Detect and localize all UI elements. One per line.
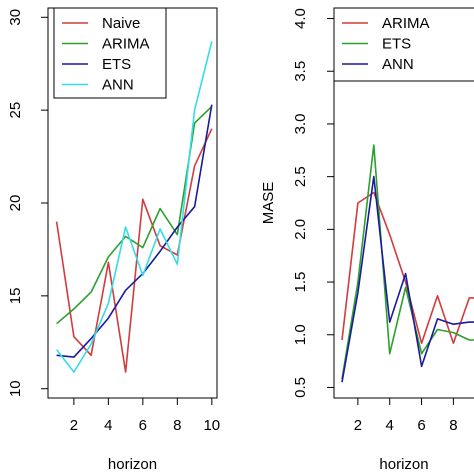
y-tick-label: 25 — [7, 102, 24, 119]
x-tick-label: 4 — [386, 417, 394, 434]
y-tick-label: 20 — [7, 195, 24, 212]
x-tick-label: 2 — [70, 417, 78, 434]
legend-label: ETS — [382, 36, 411, 53]
x-tick-label: 10 — [203, 417, 220, 434]
y-tick-label: 2.5 — [292, 166, 309, 187]
series-line-ann — [55, 41, 213, 373]
y-tick-label: 0.5 — [292, 377, 309, 398]
x-axis-label: horizon — [379, 456, 428, 473]
right-chart-panel: 2 4 6 8 0.5 1.0 1.5 2.0 2.5 3.0 3.5 4.0 horizon MASE A… — [260, 7, 474, 473]
y-axis-label: MASE — [260, 182, 277, 225]
legend: Naive ARIMA ETS ANN — [53, 7, 167, 99]
series-group — [341, 144, 474, 383]
x-tick-label: 2 — [354, 417, 362, 434]
y-tick-label: 10 — [7, 380, 24, 397]
y-tick-label: 3.0 — [292, 114, 309, 135]
x-tick-label: 8 — [173, 417, 181, 434]
legend-label: ANN — [102, 77, 134, 94]
legend-label: ARIMA — [382, 15, 430, 32]
y-tick-label: 3.5 — [292, 61, 309, 82]
legend-label: ARIMA — [102, 36, 150, 53]
y-tick-label: 4.0 — [292, 8, 309, 29]
legend-label: ETS — [102, 56, 131, 73]
series-line-naive — [55, 128, 213, 373]
y-tick-label: 15 — [7, 288, 24, 305]
y-tick-label: 30 — [7, 9, 24, 26]
y-tick-label: 1.5 — [292, 272, 309, 293]
x-tick-label: 4 — [104, 417, 112, 434]
series-line-ann — [341, 175, 474, 383]
series-line-arima — [341, 191, 474, 345]
y-tick-label: 1.0 — [292, 324, 309, 345]
legend-box — [333, 7, 474, 82]
series-line-ets — [56, 104, 213, 358]
series-line-arima — [56, 105, 213, 325]
legend-label: Naive — [102, 15, 140, 32]
x-tick-label: 6 — [417, 417, 425, 434]
x-axis-label: horizon — [108, 456, 157, 473]
series-group — [55, 41, 213, 373]
x-tick-label: 8 — [449, 417, 457, 434]
legend: ARIMA ETS ANN — [333, 7, 474, 82]
x-tick-label: 6 — [139, 417, 147, 434]
legend-label: ANN — [382, 56, 414, 73]
left-chart-panel: 2 4 6 8 10 10 15 20 25 30 horizon Naive ARIMA ETS ANN — [7, 7, 220, 473]
y-tick-label: 2.0 — [292, 219, 309, 240]
